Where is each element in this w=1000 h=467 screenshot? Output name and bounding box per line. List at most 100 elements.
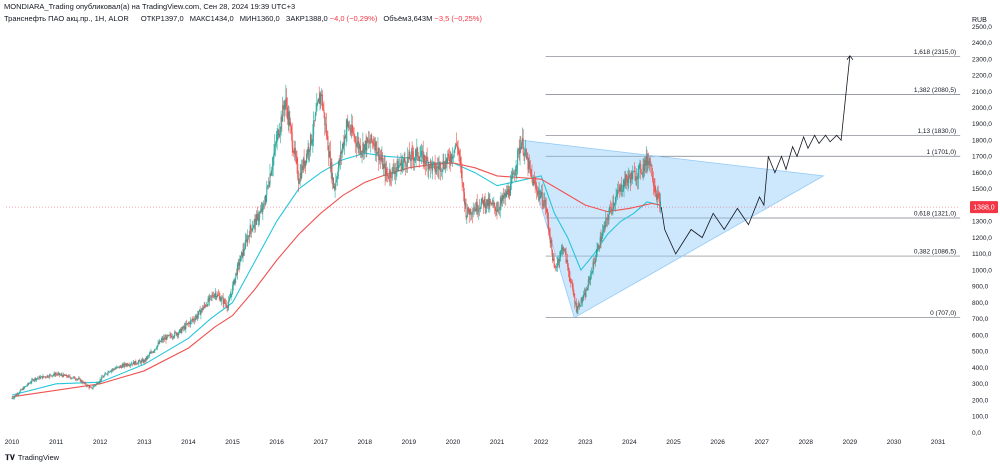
candle-body	[148, 355, 150, 357]
candle-body	[484, 198, 486, 209]
candle-body	[216, 296, 218, 298]
candle-body	[231, 293, 233, 295]
candle-body	[297, 163, 299, 178]
candle-body	[436, 166, 438, 168]
candle-body	[238, 262, 240, 266]
candle-body	[279, 129, 281, 134]
candle-body	[525, 149, 527, 152]
candle-body	[590, 273, 592, 281]
x-axis-tick-label: 2020	[446, 439, 461, 446]
candle-body	[331, 162, 333, 181]
candle-body	[544, 199, 546, 202]
candle-body	[87, 385, 89, 387]
candle-body	[551, 240, 553, 251]
candle-body	[86, 385, 88, 387]
candle-body	[257, 214, 259, 221]
candle-body	[252, 226, 254, 229]
candle-body	[490, 201, 492, 203]
candle-body	[438, 165, 440, 170]
candle-body	[29, 382, 31, 384]
candle-body	[379, 156, 381, 159]
candle-body	[90, 387, 92, 388]
candle-body	[623, 180, 625, 189]
candle-body	[658, 194, 660, 198]
candle-body	[121, 365, 123, 368]
candle-body	[425, 156, 427, 165]
candle-body	[82, 382, 84, 384]
candle-body	[180, 328, 182, 333]
candle-body	[78, 378, 80, 379]
candle-body	[531, 174, 533, 178]
candle-body	[181, 329, 183, 333]
candle-body	[586, 290, 588, 291]
candle-body	[66, 374, 68, 377]
candle-body	[271, 170, 273, 176]
x-axis-tick-label: 2016	[269, 439, 284, 446]
candle-body	[379, 156, 381, 161]
candle-body	[463, 192, 465, 205]
candle-body	[161, 338, 163, 341]
candle-body	[69, 376, 71, 378]
y-axis-tick-label: 900,0	[972, 284, 989, 291]
candle-body	[381, 156, 383, 161]
candle-body	[344, 136, 346, 146]
candle-body	[593, 262, 595, 263]
candle-body	[458, 149, 460, 155]
candle-body	[65, 374, 67, 376]
candle-body	[434, 162, 436, 173]
candle-body	[325, 124, 327, 136]
close-value: 1388,0	[304, 14, 328, 23]
tradingview-brand[interactable]: 𝐓𝐕 TradingView	[5, 453, 59, 463]
candle-body	[137, 361, 139, 364]
publisher-line: MONDIARA_Trading опубликовал(а) на Tradi…	[4, 2, 296, 11]
candle-body	[21, 389, 23, 391]
symbol-title[interactable]: Транснефть ПАО акц.пр., 1Н, ALOR	[4, 14, 129, 23]
candle-body	[259, 211, 261, 213]
candle-body	[151, 351, 153, 353]
candle-body	[256, 214, 258, 215]
triangle-pattern	[520, 139, 825, 319]
candle-body	[53, 373, 55, 375]
candle-body	[51, 375, 53, 377]
last-price-label: 1388,0	[973, 205, 995, 212]
projection-path	[660, 55, 851, 255]
candle-body	[64, 375, 66, 376]
candle-body	[607, 219, 609, 221]
candle-body	[202, 307, 204, 311]
candle-body	[190, 320, 192, 325]
candle-body	[369, 143, 371, 144]
candle-body	[637, 176, 639, 180]
candle-body	[397, 161, 399, 172]
candle-body	[175, 332, 177, 333]
candle-body	[591, 272, 593, 274]
candle-body	[129, 364, 131, 366]
candle-body	[454, 147, 456, 151]
candle-body	[282, 105, 284, 109]
candle-body	[183, 326, 185, 329]
candle-body	[641, 171, 643, 173]
candle-body	[374, 143, 376, 151]
candle-body	[514, 171, 516, 176]
candle-body	[165, 337, 167, 340]
candle-body	[294, 148, 296, 157]
candle-body	[269, 173, 271, 185]
candle-body	[94, 385, 96, 387]
candle-body	[527, 157, 529, 170]
candle-body	[625, 174, 627, 186]
projection-arrow-icon	[846, 55, 854, 60]
candle-body	[186, 323, 188, 325]
y-axis-tick-label: 0,0	[972, 430, 981, 437]
candle-body	[657, 193, 659, 195]
candle-body	[277, 130, 279, 135]
candle-body	[20, 389, 22, 391]
candle-body	[569, 276, 571, 282]
candle-body	[400, 159, 402, 166]
candle-body	[263, 204, 265, 205]
candle-body	[147, 356, 149, 357]
candle-body	[225, 303, 227, 307]
candle-body	[371, 140, 373, 142]
candle-body	[101, 376, 103, 378]
candle-body	[172, 336, 174, 338]
candle-body	[26, 385, 28, 386]
